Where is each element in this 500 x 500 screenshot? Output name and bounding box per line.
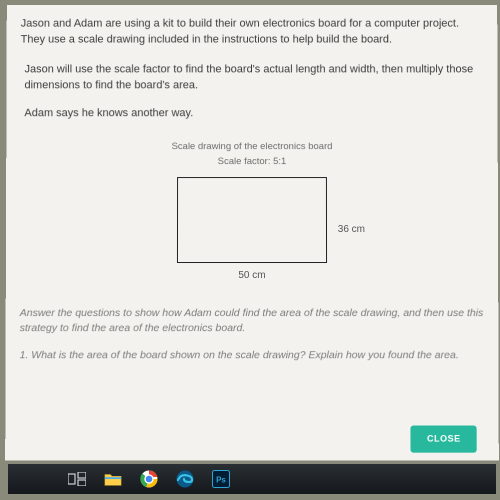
answer-prompt: Answer the questions to show how Adam co… (20, 306, 485, 337)
svg-text:Ps: Ps (216, 476, 226, 485)
photoshop-icon[interactable]: Ps (212, 470, 230, 488)
jason-paragraph: Jason will use the scale factor to find … (24, 62, 483, 94)
intro-paragraph: Jason and Adam are using a kit to build … (21, 17, 484, 49)
worksheet-page: Jason and Adam are using a kit to build … (5, 5, 499, 461)
edge-icon[interactable] (176, 470, 194, 488)
figure-title: Scale drawing of the electronics board (20, 140, 483, 154)
file-explorer-icon[interactable] (104, 470, 122, 488)
scale-drawing-figure: Scale drawing of the electronics board S… (20, 140, 484, 284)
adam-paragraph: Adam says he knows another way. (24, 106, 483, 122)
width-label: 50 cm (177, 269, 327, 284)
height-label: 36 cm (338, 223, 365, 237)
figure-scale-factor: Scale factor: 5:1 (20, 156, 484, 170)
chrome-icon[interactable] (140, 470, 158, 488)
board-rectangle (177, 177, 327, 263)
windows-taskbar: Ps (8, 464, 496, 494)
close-button[interactable]: CLOSE (411, 425, 477, 452)
photo-frame: Jason and Adam are using a kit to build … (0, 0, 500, 500)
question-1: 1. What is the area of the board shown o… (20, 348, 485, 363)
task-view-icon[interactable] (68, 470, 86, 488)
rectangle-wrapper: 36 cm 50 cm (177, 177, 327, 283)
